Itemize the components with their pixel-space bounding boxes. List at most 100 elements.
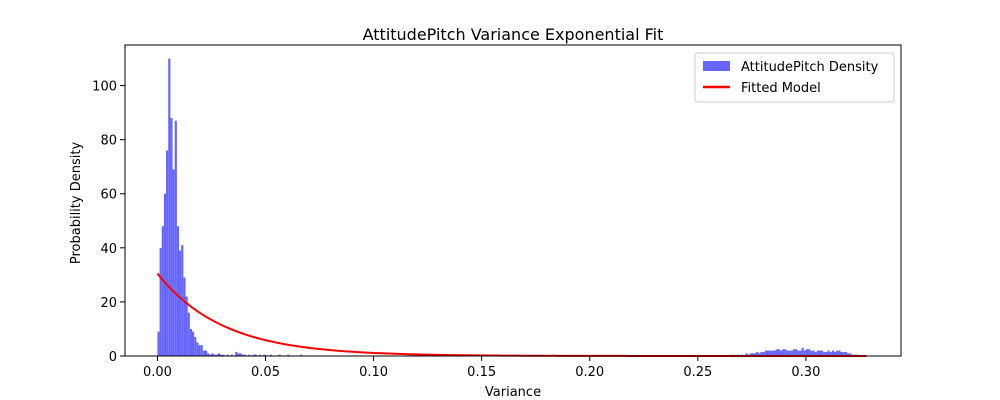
histogram-bar [838, 350, 841, 356]
histogram-bar [157, 331, 160, 356]
histogram-bar [196, 342, 199, 356]
histogram-bar [808, 349, 811, 356]
histogram-bar [810, 350, 813, 356]
histogram-bar [805, 349, 809, 356]
histogram-bar [829, 351, 832, 356]
histogram-bar [213, 354, 216, 356]
plot-area [124, 44, 902, 357]
histogram-bar [230, 354, 234, 356]
histogram-bar [241, 354, 244, 356]
histogram-bar [745, 353, 748, 356]
histogram-bar [200, 345, 203, 356]
x-tick-label: 0.15 [467, 365, 496, 380]
y-tick-label: 100 [92, 80, 117, 95]
y-tick-label: 80 [100, 134, 117, 149]
histogram-bar [237, 353, 240, 356]
histogram-bar [192, 331, 195, 356]
legend-swatch-histogram [703, 61, 730, 71]
histogram-bar [801, 347, 804, 356]
histogram-bar [170, 118, 173, 356]
histogram-bar [773, 350, 776, 356]
histogram-bar [782, 349, 785, 356]
histogram-bar [189, 328, 193, 356]
histogram-bar [797, 350, 800, 356]
histogram-bar [771, 350, 774, 356]
histogram-bar [163, 193, 167, 356]
histogram-bar [239, 353, 242, 356]
histogram-bar [749, 353, 752, 356]
histogram-bar [174, 120, 177, 356]
histogram-bar [202, 350, 205, 356]
legend-label-histogram: AttitudePitch Density [741, 60, 879, 75]
histogram-bar [751, 353, 755, 356]
histogram-bar [792, 349, 796, 356]
histogram-bar [211, 353, 214, 356]
y-tick-label: 20 [100, 296, 117, 311]
histogram-bar [198, 345, 201, 356]
x-tick-label: 0.25 [683, 365, 712, 380]
y-tick-label: 40 [100, 242, 117, 257]
histogram-bar [235, 351, 238, 356]
histogram-bar [248, 354, 251, 356]
histogram-bar [842, 351, 845, 356]
histogram-bar [300, 354, 303, 356]
x-axis: 0.00 0.05 0.10 0.15 0.20 0.25 0.30 [143, 356, 820, 380]
y-tick-label: 0 [109, 350, 117, 365]
x-tick-label: 0.00 [143, 365, 172, 380]
histogram-bar [833, 351, 837, 356]
histogram-bar [836, 350, 839, 356]
x-tick-label: 0.30 [791, 365, 820, 380]
histogram-bar [179, 250, 182, 356]
histogram-bar [204, 350, 208, 356]
histogram-bar [254, 354, 257, 356]
histogram-bar [799, 350, 802, 356]
histogram-bar [194, 337, 197, 356]
x-axis-label: Variance [485, 385, 541, 400]
histogram-bar [756, 351, 759, 356]
histogram-bar [209, 354, 212, 356]
x-tick-label: 0.20 [575, 365, 604, 380]
histogram-bar [166, 150, 169, 356]
y-axis-label: Probability Density [69, 142, 84, 265]
histogram-bar [287, 354, 290, 356]
histogram-bar [168, 58, 171, 357]
histogram-bar [172, 169, 175, 356]
histogram-bar [185, 296, 188, 356]
histogram-bar [176, 226, 180, 356]
histogram-bar [764, 350, 767, 356]
histogram-bars [157, 58, 858, 357]
histogram-bar [215, 354, 218, 356]
legend-box [694, 52, 895, 103]
histogram-bar [846, 353, 850, 356]
histogram-bar [278, 354, 281, 356]
histogram-bar [760, 351, 763, 356]
histogram-bar [243, 354, 247, 356]
histogram-bar [775, 349, 778, 356]
plot-frame [124, 44, 902, 357]
histogram-bar [217, 353, 221, 356]
histogram-bar [779, 350, 783, 356]
histogram-bar [758, 353, 761, 356]
histogram-bar [816, 350, 819, 356]
histogram-bar [844, 351, 847, 356]
histogram-bar [263, 354, 266, 356]
fitted-model-line [156, 272, 867, 357]
histogram-bar [159, 247, 162, 356]
histogram-bar [784, 349, 787, 356]
legend: AttitudePitch Density Fitted Model [694, 52, 895, 103]
histogram-bar [252, 354, 255, 356]
histogram-bar [795, 349, 798, 356]
histogram-bar [814, 351, 817, 356]
x-tick-label: 0.05 [251, 365, 280, 380]
histogram-bar [786, 350, 789, 356]
histogram-bar [818, 350, 822, 356]
histogram-bar [827, 350, 830, 356]
histogram-bar [790, 350, 793, 356]
histogram-bar [840, 351, 843, 356]
histogram-bar [769, 350, 772, 356]
y-tick-label: 60 [100, 188, 117, 203]
histogram-bar [220, 354, 223, 356]
legend-label-line: Fitted Model [741, 81, 821, 96]
histogram-bar [226, 354, 229, 356]
